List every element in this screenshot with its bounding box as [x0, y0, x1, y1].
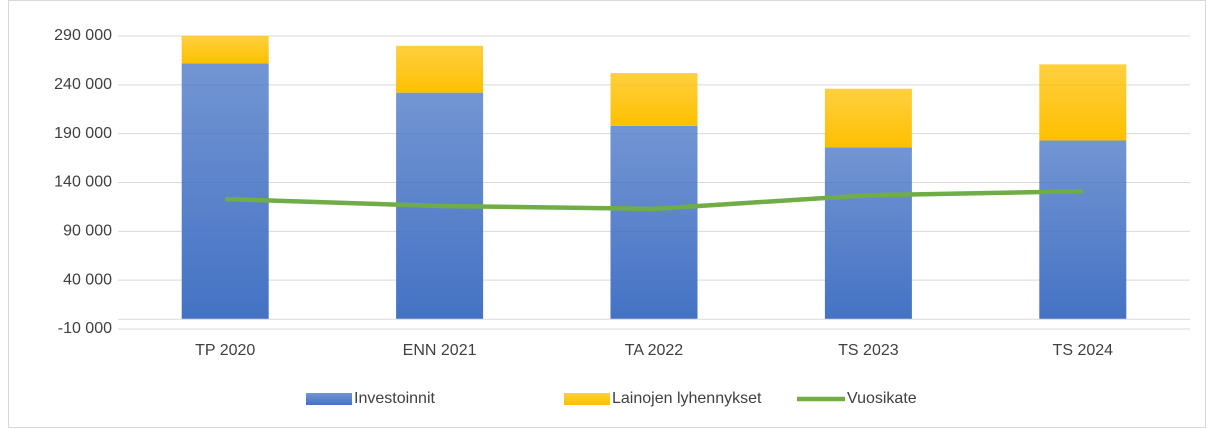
- x-tick-label: ENN 2021: [403, 342, 477, 359]
- x-tick-label: TP 2020: [195, 342, 255, 359]
- bar: [396, 45, 484, 93]
- bar: [610, 73, 698, 126]
- bar: [824, 88, 912, 148]
- bar: [181, 63, 269, 320]
- y-tick-label: 240 000: [54, 76, 112, 93]
- y-tick-label: 290 000: [54, 27, 112, 44]
- x-tick-label: TS 2023: [838, 342, 899, 359]
- legend-label: Vuosikate: [847, 390, 917, 407]
- y-tick-label: 40 000: [63, 271, 112, 288]
- y-tick-label: 190 000: [54, 125, 112, 142]
- y-tick-label: 140 000: [54, 174, 112, 191]
- x-tick-label: TS 2024: [1053, 342, 1114, 359]
- legend-label: Lainojen lyhennykset: [612, 390, 762, 407]
- y-tick-label: -10 000: [58, 320, 112, 337]
- bar: [824, 147, 912, 320]
- x-tick-label: TA 2022: [625, 342, 684, 359]
- bar: [181, 36, 269, 64]
- legend-swatch: [564, 393, 610, 405]
- line: [225, 189, 1083, 212]
- y-tick-label: 90 000: [63, 223, 112, 240]
- bar: [1039, 64, 1127, 141]
- bar: [1039, 140, 1127, 320]
- legend-label: Investoinnit: [354, 390, 435, 407]
- legend-swatch: [306, 393, 352, 405]
- bar: [610, 125, 698, 320]
- chart-border: [8, 0, 1206, 428]
